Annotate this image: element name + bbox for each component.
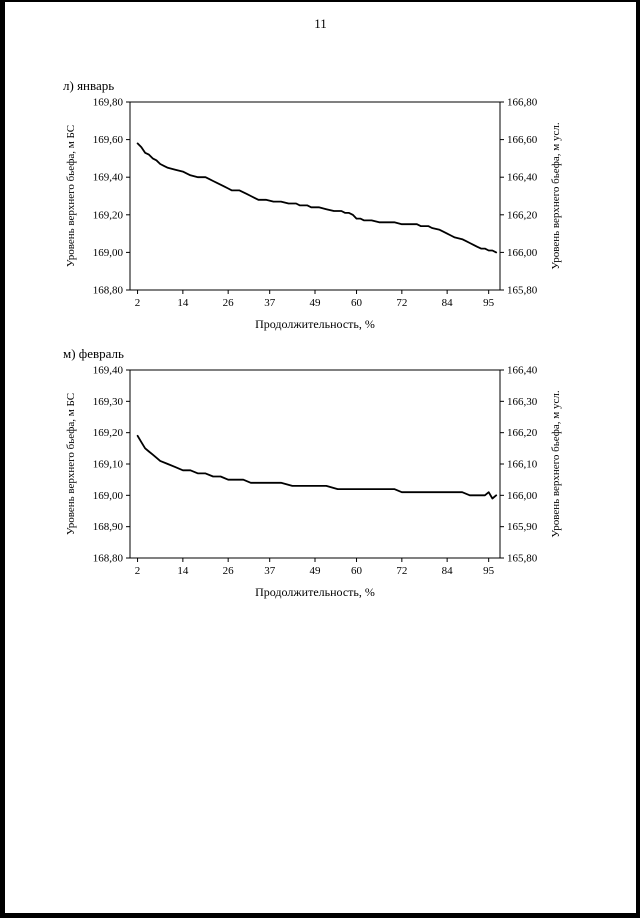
svg-text:169,40: 169,40 xyxy=(93,172,124,184)
svg-text:Уровень верхнего бьефа, м усл: Уровень верхнего бьефа, м усл. xyxy=(550,390,562,537)
svg-text:2: 2 xyxy=(135,297,141,309)
svg-text:169,00: 169,00 xyxy=(93,247,124,259)
page-number: 11 xyxy=(314,16,327,31)
svg-text:166,40: 166,40 xyxy=(507,172,538,184)
svg-text:168,80: 168,80 xyxy=(93,553,124,565)
svg-text:95: 95 xyxy=(483,565,495,577)
svg-text:95: 95 xyxy=(483,297,495,309)
svg-text:168,90: 168,90 xyxy=(93,521,124,533)
svg-text:Уровень верхнего бьефа, м усл: Уровень верхнего бьефа, м усл. xyxy=(550,122,562,269)
svg-text:169,00: 169,00 xyxy=(93,490,124,502)
section-label-january: л) январь xyxy=(63,78,115,93)
svg-text:72: 72 xyxy=(396,565,407,577)
svg-text:169,80: 169,80 xyxy=(93,97,124,109)
svg-text:26: 26 xyxy=(223,565,235,577)
january-water-level-chart: 168,80 165,80 169,00 166,00 169,20 166,20 169,… xyxy=(65,97,562,332)
svg-text:Уровень верхнего бьефа, м БС: Уровень верхнего бьефа, м БС xyxy=(65,125,77,267)
svg-text:Продолжительность, %: Продолжительность, % xyxy=(255,317,375,331)
svg-text:168,80: 168,80 xyxy=(93,285,124,297)
svg-text:166,00: 166,00 xyxy=(507,247,538,259)
section-label-february: м) февраль xyxy=(63,346,124,361)
svg-text:169,20: 169,20 xyxy=(93,209,124,221)
svg-text:49: 49 xyxy=(310,565,322,577)
svg-text:60: 60 xyxy=(351,297,363,309)
svg-text:166,40: 166,40 xyxy=(507,365,538,377)
svg-text:49: 49 xyxy=(310,297,322,309)
svg-text:166,20: 166,20 xyxy=(507,209,538,221)
svg-text:165,80: 165,80 xyxy=(507,285,538,297)
svg-text:166,00: 166,00 xyxy=(507,490,538,502)
svg-text:166,20: 166,20 xyxy=(507,427,538,439)
svg-text:169,10: 169,10 xyxy=(93,459,124,471)
svg-text:169,60: 169,60 xyxy=(93,134,124,146)
svg-text:37: 37 xyxy=(264,565,276,577)
svg-text:14: 14 xyxy=(177,297,189,309)
svg-text:2: 2 xyxy=(135,565,141,577)
svg-text:26: 26 xyxy=(223,297,235,309)
svg-text:166,80: 166,80 xyxy=(507,97,538,109)
svg-text:37: 37 xyxy=(264,297,276,309)
svg-text:84: 84 xyxy=(442,297,454,309)
svg-text:166,30: 166,30 xyxy=(507,396,538,408)
svg-text:169,30: 169,30 xyxy=(93,396,124,408)
svg-text:165,90: 165,90 xyxy=(507,521,538,533)
svg-text:Уровень верхнего бьефа, м БС: Уровень верхнего бьефа, м БС xyxy=(65,393,77,535)
svg-text:165,80: 165,80 xyxy=(507,553,538,565)
svg-text:Продолжительность, %: Продолжительность, % xyxy=(255,585,375,599)
svg-text:169,40: 169,40 xyxy=(93,365,124,377)
svg-text:169,20: 169,20 xyxy=(93,427,124,439)
svg-text:14: 14 xyxy=(177,565,189,577)
svg-text:166,10: 166,10 xyxy=(507,459,538,471)
svg-text:60: 60 xyxy=(351,565,363,577)
svg-text:72: 72 xyxy=(396,297,407,309)
svg-text:84: 84 xyxy=(442,565,454,577)
svg-text:166,60: 166,60 xyxy=(507,134,538,146)
february-water-level-chart: 168,80 165,80 168,90 165,90 169,00 166,00 169,… xyxy=(65,365,562,600)
